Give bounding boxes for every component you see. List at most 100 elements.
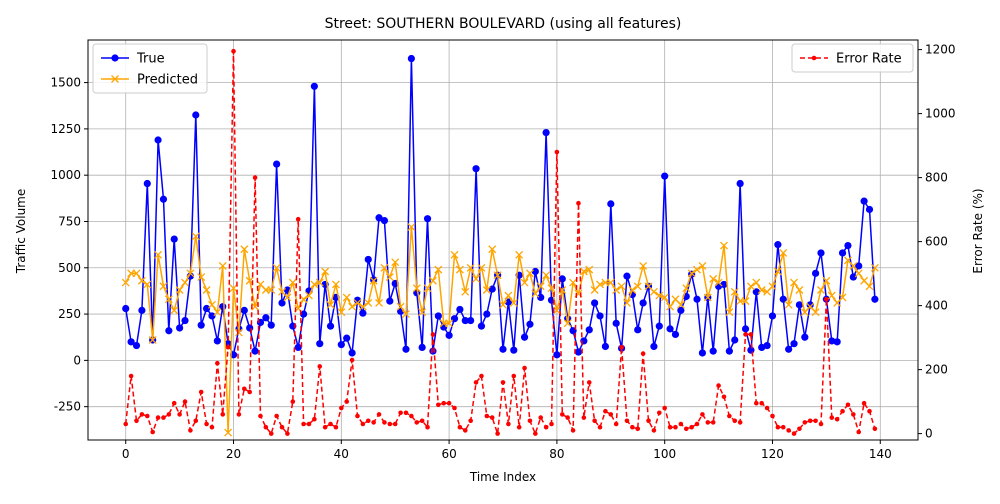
error-rate-point (613, 421, 619, 427)
predicted-point (569, 278, 578, 287)
error-rate-point (797, 426, 802, 432)
error-rate-point (285, 431, 290, 436)
error-rate-point (667, 424, 673, 430)
error-rate-point (705, 420, 711, 425)
true-point (348, 349, 356, 357)
error-rate-point (624, 418, 630, 424)
predicted-point (445, 319, 454, 328)
predicted-point (326, 300, 335, 309)
true-point (844, 241, 852, 250)
error-rate-point (220, 412, 226, 417)
predicted-point (606, 278, 615, 287)
error-rate-point (559, 412, 565, 417)
error-rate-point (376, 412, 382, 417)
y-tick-label: 500 (58, 261, 81, 275)
true-point (445, 331, 453, 339)
legend-frame (92, 43, 208, 94)
predicted-point (520, 278, 529, 287)
predicted-point (525, 269, 534, 278)
true-point (170, 235, 178, 243)
predicted-point (283, 293, 292, 302)
true-point (811, 269, 820, 277)
predicted-point (186, 269, 195, 278)
error-rate-point (479, 373, 484, 379)
error-rate-point (306, 421, 312, 427)
true-point (316, 340, 324, 348)
error-rate-point (845, 402, 851, 408)
predicted-point (746, 282, 755, 291)
error-rate-point (635, 426, 641, 432)
error-rate-point (716, 383, 721, 388)
true-point (273, 160, 281, 168)
error-rate-point (603, 408, 608, 414)
true-point (520, 333, 529, 341)
predicted-point (660, 293, 669, 302)
predicted-point (331, 280, 340, 289)
error-rate-point (290, 399, 296, 404)
error-rate-point (500, 380, 506, 385)
error-rate-point (409, 413, 414, 419)
error-rate-point (581, 415, 587, 420)
predicted-point (358, 302, 367, 311)
true-point (768, 312, 777, 320)
predicted-point (838, 293, 847, 302)
error-rate-point (851, 412, 856, 417)
y-tick-label: 750 (58, 214, 81, 228)
error-rate-point (198, 389, 204, 395)
true-point (461, 316, 469, 325)
true-point (828, 337, 836, 345)
error-rate-point (161, 415, 166, 420)
true-point (650, 342, 658, 351)
predicted-point (612, 286, 621, 294)
true-point (720, 280, 728, 289)
error-rate-point (608, 412, 614, 417)
x-tick-label: 0 (122, 447, 130, 461)
true-point (634, 326, 642, 334)
predicted-point (542, 271, 551, 280)
error-rate-point (861, 400, 867, 406)
error-rate-series-line (124, 50, 876, 435)
error-rate-point (597, 424, 603, 430)
true-point (639, 299, 647, 307)
error-rate-point (144, 413, 150, 419)
predicted-point (768, 282, 777, 291)
true-point (774, 241, 782, 249)
predicted-point (218, 261, 227, 270)
predicted-point (811, 308, 820, 317)
predicted-point (493, 271, 502, 280)
x-tick-label: 40 (334, 447, 349, 461)
true-point (558, 275, 566, 283)
true-point (779, 295, 787, 303)
predicted-point (310, 280, 319, 289)
true-point (262, 314, 270, 322)
true-point (833, 338, 841, 346)
series-layer (121, 48, 879, 437)
true-point (224, 340, 232, 348)
predicted-point (585, 265, 594, 274)
true-point (537, 293, 545, 302)
error-rate-point (241, 386, 247, 392)
y-tick-label: 1250 (50, 122, 81, 136)
error-rate-point (576, 200, 581, 206)
predicted-series-line (125, 226, 876, 434)
true-point (472, 165, 480, 173)
true-point (208, 312, 216, 320)
error-rate-point (737, 420, 743, 425)
true-point (375, 214, 383, 222)
error-rate-point (193, 418, 199, 424)
predicted-point (181, 278, 189, 287)
true-point (386, 297, 394, 305)
true-point (122, 304, 130, 313)
error-rate-point (182, 399, 188, 404)
error-rate-point (150, 429, 155, 435)
error-rate-point (430, 332, 436, 337)
error-rate-point (312, 416, 317, 422)
predicted-point (402, 310, 410, 319)
predicted-point (385, 273, 394, 281)
true-point (499, 345, 507, 353)
predicted-point (164, 295, 173, 304)
predicted-point (353, 299, 362, 307)
error-rate-point (188, 428, 193, 433)
error-rate-point (382, 420, 387, 425)
error-rate-point (274, 413, 279, 419)
